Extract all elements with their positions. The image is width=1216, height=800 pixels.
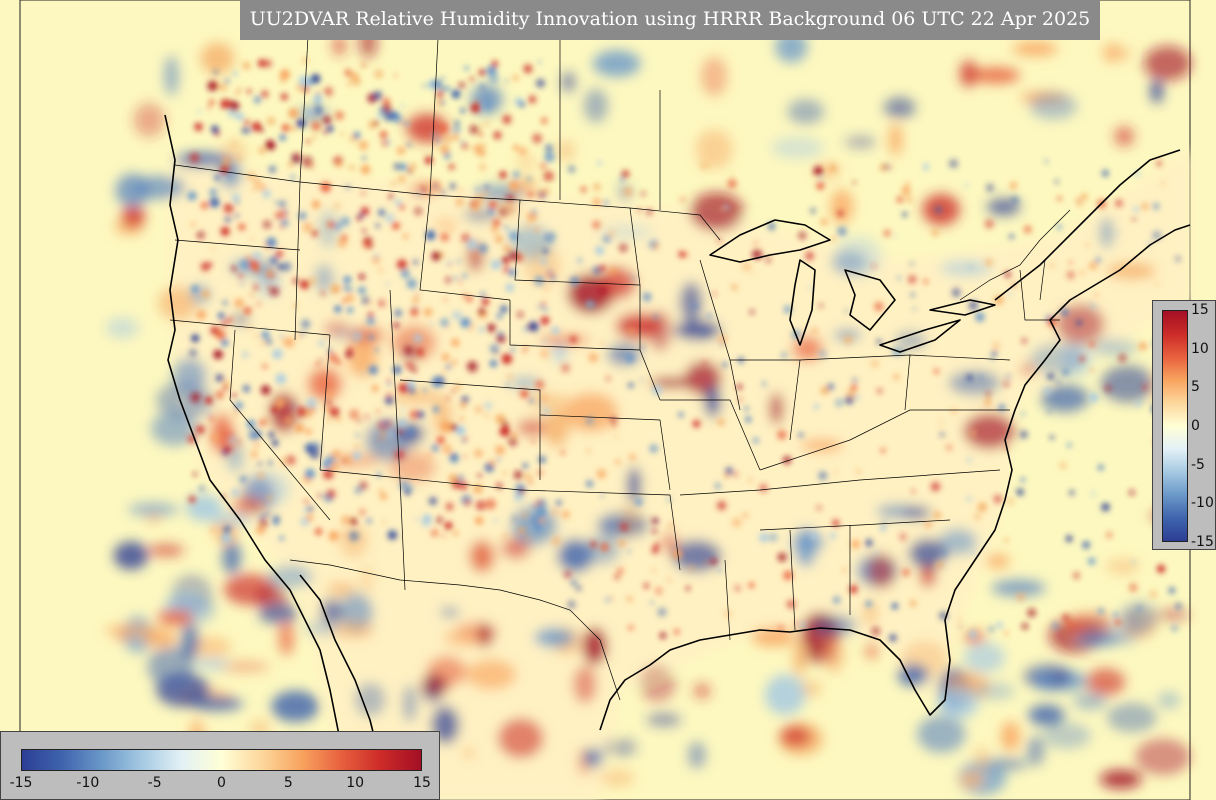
lake-erie	[879, 319, 961, 353]
lake-huron	[844, 269, 896, 331]
coastlines-and-borders	[164, 114, 1191, 800]
vertical-colorbar-tick: -5	[1191, 456, 1205, 473]
vertical-colorbar-gradient	[1162, 310, 1188, 542]
horizontal-colorbar-tick: 10	[346, 775, 365, 791]
horizontal-colorbar-tick: 5	[283, 775, 293, 791]
vertical-colorbar-tick: 15	[1191, 302, 1209, 318]
vertical-colorbar-tick: -10	[1191, 495, 1214, 512]
gulf-coast	[599, 499, 1006, 731]
horizontal-colorbar-tick: 15	[413, 775, 431, 791]
map-title: UU2DVAR Relative Humidity Innovation usi…	[240, 0, 1100, 40]
horizontal-colorbar-gradient	[21, 749, 422, 771]
horizontal-colorbar-tick: -15	[9, 775, 33, 791]
vertical-colorbar-tick: -15	[1191, 534, 1214, 550]
atlantic-coast	[1004, 224, 1191, 501]
horizontal-colorbar: -15 -10 -5 0 5 10 15	[0, 731, 440, 800]
vertical-colorbar-tick: 10	[1191, 340, 1209, 357]
st-lawrence	[994, 149, 1181, 301]
horizontal-colorbar-tick: -10	[76, 775, 100, 791]
pacific-coast	[164, 114, 351, 800]
vertical-colorbar-tick: 0	[1191, 418, 1200, 434]
horizontal-colorbar-tick: -5	[147, 775, 162, 791]
lake-ontario	[929, 299, 996, 316]
vertical-colorbar: 15 10 5 0 -5 -10 -15	[1152, 300, 1216, 550]
vertical-colorbar-tick: 5	[1191, 379, 1200, 396]
us-mexico-border	[289, 559, 621, 701]
lake-michigan	[789, 259, 816, 346]
horizontal-colorbar-tick: 0	[217, 775, 226, 791]
lake-superior	[709, 219, 831, 263]
